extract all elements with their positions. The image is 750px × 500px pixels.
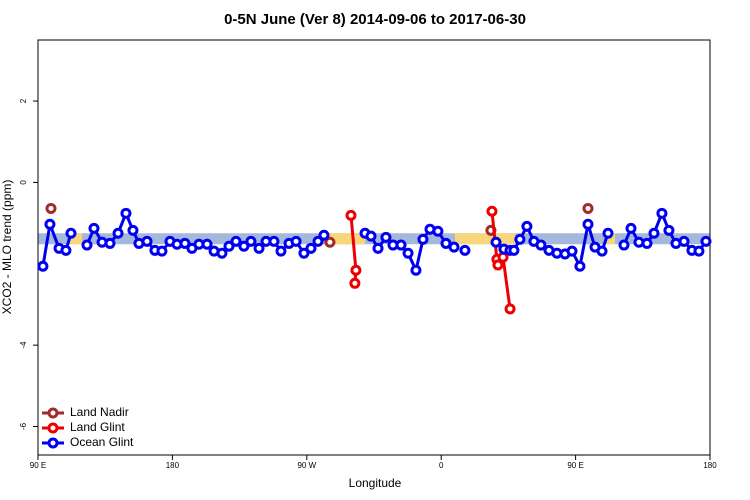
point [88,222,100,234]
point [253,242,265,254]
point [305,242,317,254]
point [486,205,498,217]
point [508,244,520,256]
point [275,245,287,257]
x-tick-label: 180 [166,461,180,470]
point [656,207,668,219]
point [312,235,324,247]
x-tick-label: 0 [439,461,444,470]
point [641,237,653,249]
point [112,227,124,239]
band [605,233,616,245]
point [349,277,361,289]
point [535,239,547,251]
point [179,237,191,249]
point [45,202,57,214]
point [625,222,637,234]
legend-swatch-point [47,407,59,419]
legend-label: Land Glint [70,420,125,434]
point [65,227,77,239]
point [318,229,330,241]
legend-item: Land Glint [42,420,125,434]
point [395,239,407,251]
point [201,238,213,250]
y-tick-label: 0 [19,180,28,185]
point [104,237,116,249]
point [268,235,280,247]
x-tick-label: 90 E [567,461,583,470]
point [372,242,384,254]
legend-item: Land Nadir [42,405,129,419]
point [648,227,660,239]
point [521,220,533,232]
point [216,247,228,259]
point [127,224,139,236]
point [618,239,630,251]
legend-swatch-point [47,437,59,449]
point [141,235,153,247]
point [380,231,392,243]
point [402,247,414,259]
point [700,235,712,247]
point [245,235,257,247]
point [574,260,586,272]
x-axis-label: Longitude [349,476,402,490]
y-tick-label: -6 [19,422,28,430]
point [663,224,675,236]
legend-label: Ocean Glint [70,435,134,449]
point [693,245,705,257]
point [120,207,132,219]
point [345,209,357,221]
point [60,244,72,256]
point [37,260,49,272]
point [324,236,336,248]
point [410,264,422,276]
point [81,239,93,251]
point [350,264,362,276]
point [582,218,594,230]
point [596,245,608,257]
legend-label: Land Nadir [70,405,129,419]
point [223,240,235,252]
point [230,235,242,247]
point [678,235,690,247]
point [582,202,594,214]
point [448,241,460,253]
band [454,233,515,245]
point [365,230,377,242]
point [417,233,429,245]
point [298,247,310,259]
point [156,245,168,257]
plot-frame [37,39,711,456]
point [290,235,302,247]
point [566,245,578,257]
band [69,233,83,245]
point [490,236,502,248]
chart-title: 0-5N June (Ver 8) 2014-09-06 to 2017-06-… [224,11,526,28]
point [238,240,250,252]
x-tick-label: 180 [703,461,717,470]
point [492,259,504,271]
x-tick-label: 90 W [297,461,316,470]
y-tick-label: 2 [19,98,28,103]
point [432,225,444,237]
point [514,233,526,245]
y-tick-label: -4 [19,341,28,349]
band [325,233,366,245]
point [459,244,471,256]
point [504,303,516,315]
legend-item: Ocean Glint [42,435,134,449]
point [602,227,614,239]
y-axis-label: XCO2 - MLO trend (ppm) [0,180,14,315]
x-tick-label: 90 E [30,461,46,470]
legend-swatch-point [47,422,59,434]
point [44,218,56,230]
